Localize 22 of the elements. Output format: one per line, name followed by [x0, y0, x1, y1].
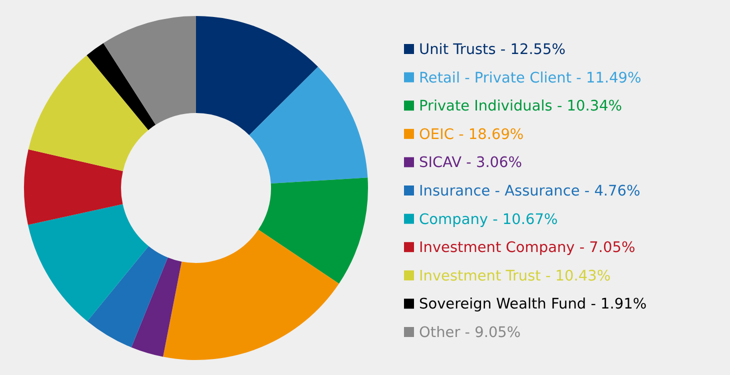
- legend-label: Investment Company - 7.05%: [419, 240, 636, 256]
- legend-label: Investment Trust - 10.43%: [419, 268, 611, 284]
- legend-label: Private Individuals - 10.34%: [419, 98, 622, 115]
- legend-label: SICAV - 3.06%: [419, 155, 522, 172]
- donut-slice: [131, 258, 182, 357]
- donut-slice: [87, 246, 168, 348]
- donut-slice: [258, 178, 368, 284]
- legend-label: Sovereign Wealth Fund - 1.91%: [419, 296, 647, 313]
- donut-slice: [28, 204, 149, 322]
- donut-slice: [249, 66, 368, 184]
- legend-label: OEIC - 18.69%: [419, 126, 524, 143]
- donut-slice: [196, 16, 318, 136]
- donut-slice: [163, 230, 339, 360]
- donut-slice: [28, 55, 148, 172]
- legend-label: Insurance - Assurance - 4.76%: [419, 184, 640, 200]
- donut-slice: [24, 149, 123, 225]
- legend-label: Retail - Private Client - 11.49%: [419, 70, 642, 86]
- donut-slice: [86, 43, 156, 130]
- legend-label: Company - 10.67%: [419, 212, 558, 228]
- legend-label: Other - 9.05%: [419, 325, 521, 341]
- donut-slice: [103, 16, 196, 125]
- legend-label: Unit Trusts - 12.55%: [419, 42, 566, 58]
